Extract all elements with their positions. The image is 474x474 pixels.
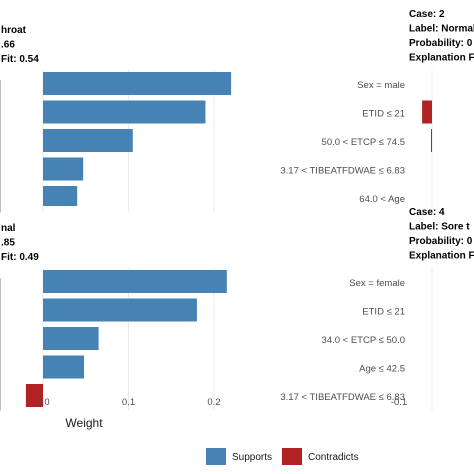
tick-label-2-0: 0.0 <box>36 397 49 408</box>
bar-panel2-1 <box>43 298 197 322</box>
feature-label-3-1: ETID ≤ 21 <box>362 307 405 318</box>
panel-0-header-line-0: hroat <box>1 25 27 36</box>
legend: Supports Contradicts <box>206 448 359 465</box>
tick-label-2-2: 0.2 <box>207 397 220 408</box>
feature-label-1-3: 3.17 < TIBEATFDWAE ≤ 6.83 <box>280 166 405 177</box>
bar-panel0-3 <box>43 157 84 181</box>
feature-label-3-2: 34.0 < ETCP ≤ 50.0 <box>322 335 405 346</box>
tick-label-2-1: 0.1 <box>122 397 135 408</box>
bar-panel2-4 <box>25 384 43 407</box>
panel-2-header-line-0: nal <box>1 223 16 234</box>
panel-3-header-line-1: Label: Sore t <box>409 222 470 233</box>
feature-label-1-0: Sex = male <box>357 80 405 91</box>
bar-panel0-0 <box>43 72 232 95</box>
bar-panel1-2 <box>431 129 433 152</box>
panel-3-header-line-0: Case: 4 <box>409 207 445 218</box>
legend-swatch-supports <box>206 448 226 465</box>
feature-label-3-4: 3.17 < TIBEATFDWAE ≤ 6.83 <box>280 392 405 403</box>
panel-3-header-line-3: Explanation F <box>409 251 474 262</box>
feature-label-1-2: 50.0 < ETCP ≤ 74.5 <box>322 137 405 148</box>
legend-label-supports: Supports <box>232 452 272 463</box>
bar-panel0-4 <box>43 186 78 206</box>
panel-1-header-line-3: Explanation F <box>409 53 474 64</box>
panel-1-header-line-2: Probability: 0 <box>409 38 473 49</box>
feature-label-1-4: 64.0 < Age <box>359 194 405 205</box>
panel-0-header-line-2: Fit: 0.54 <box>1 54 39 65</box>
legend-swatch-contradicts <box>282 448 302 465</box>
bar-panel0-2 <box>43 129 133 152</box>
x-axis-title: Weight <box>65 416 103 430</box>
panel-2-header-line-1: .85 <box>1 238 15 249</box>
panel-1-header-line-1: Label: Normal <box>409 24 474 35</box>
bar-panel0-1 <box>43 100 206 124</box>
text-layer: hroat .66 Fit: 0.54 Case: 2 Label: Normal Pro… <box>1 9 474 408</box>
tick-label-3-0: -0.1 <box>391 397 407 408</box>
bar-panel2-3 <box>43 355 85 379</box>
panel-3-header-line-2: Probability: 0 <box>409 236 473 247</box>
bars-layer <box>25 72 433 407</box>
panel-1-header-line-0: Case: 2 <box>409 9 445 20</box>
panel-2-header-line-2: Fit: 0.49 <box>1 252 39 263</box>
bar-panel2-2 <box>43 327 99 350</box>
feature-label-3-3: Age ≤ 42.5 <box>359 364 405 375</box>
feature-label-1-1: ETID ≤ 21 <box>362 109 405 120</box>
feature-label-3-0: Sex = female <box>349 278 405 289</box>
panel-0-header-line-1: .66 <box>1 40 15 51</box>
bar-panel1-1 <box>422 100 432 124</box>
legend-label-contradicts: Contradicts <box>308 452 359 463</box>
bar-panel2-0 <box>43 270 227 293</box>
